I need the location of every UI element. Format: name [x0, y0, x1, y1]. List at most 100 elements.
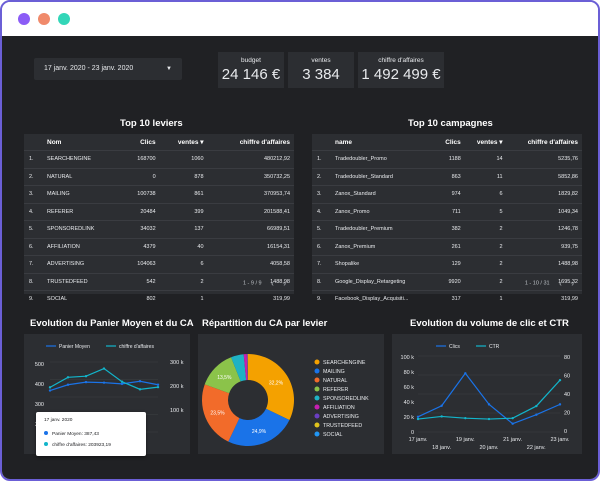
table-row[interactable]: 5. SPONSOREDLINK 34032 137 66989,51: [24, 220, 294, 238]
row-clics: 20484: [123, 202, 160, 221]
table-row[interactable]: 7. ADVERTISING 104063 6 4058,58: [24, 255, 294, 273]
table-row[interactable]: 1. SEARCHENGINE 168700 1060 480212,92: [24, 150, 294, 168]
table-header-ca[interactable]: chiffre d'affaires: [527, 138, 578, 146]
data-point: [84, 380, 88, 384]
table-row[interactable]: 7. Shopalike 129 2 1488,98: [312, 255, 582, 273]
tooltip-text-2: chiffre d'affaires: 203923,19: [52, 443, 111, 448]
table-row[interactable]: 9. Facebook_Display_Acquisiti... 317 1 319,9…: [312, 290, 582, 308]
table-row[interactable]: 3. MAILING 100738 861 370953,74: [24, 185, 294, 203]
row-index: 8.: [24, 272, 46, 291]
row-ventes: 2: [464, 255, 507, 273]
table-header-row: name Clics ventes ▾ chiffre d'affaires: [312, 134, 582, 151]
campaigns-table: name Clics ventes ▾ chiffre d'affaires 1…: [312, 134, 582, 308]
row-clics: 863: [436, 167, 465, 186]
row-name: AFFILIATION: [46, 237, 124, 256]
kpi-value: 24 146 €: [221, 66, 281, 83]
row-clics: 542: [123, 272, 160, 291]
kpi-ventes: ventes 3 384: [288, 52, 354, 88]
table-row[interactable]: 8. Google_Display_Retargeting 9920 2 1695,32: [312, 272, 582, 291]
y-tick-label: 500: [35, 362, 44, 368]
table-header-name[interactable]: name: [335, 138, 352, 146]
legend-swatch: [314, 368, 320, 374]
chevron-left-icon[interactable]: ‹: [559, 279, 562, 288]
series-line-chiffre-d-affaires: [49, 367, 159, 390]
table-row[interactable]: 4. Zanox_Promo 711 5 1049,34: [312, 202, 582, 221]
data-point: [156, 383, 160, 386]
window-maximize-dot[interactable]: [58, 13, 70, 25]
legend-label: SOCIAL: [323, 432, 342, 438]
row-ventes: 2: [464, 237, 507, 256]
table-header-ca[interactable]: chiffre d'affaires: [239, 138, 290, 146]
table-header-ventes[interactable]: ventes ▾: [177, 139, 204, 146]
row-ventes: 14: [464, 150, 507, 168]
window-titlebar: [2, 2, 598, 36]
row-ca: 1488,98: [506, 255, 582, 273]
tooltip-line-2: chiffre d'affaires: 203923,19: [44, 442, 111, 448]
tooltip-date: 17 janv. 2020: [44, 418, 73, 423]
table-row[interactable]: 8. TRUSTEDFEED 542 2 1488,98: [24, 272, 294, 291]
table-header-clics[interactable]: Clics: [140, 138, 156, 146]
row-ca: 939,75: [506, 237, 582, 256]
data-point: [48, 389, 52, 392]
row-ventes: 40: [159, 237, 208, 256]
window-minimize-dot[interactable]: [38, 13, 50, 25]
legend-swatch: [314, 404, 320, 410]
table-row[interactable]: 5. Tradedoubler_Premium 382 2 1246,78: [312, 220, 582, 238]
chevron-right-icon[interactable]: ›: [283, 279, 286, 288]
table-header-ventes[interactable]: ventes ▾: [476, 139, 503, 146]
chevron-right-icon[interactable]: ›: [571, 279, 574, 288]
data-point: [535, 404, 538, 408]
row-ca: 1695,32: [506, 272, 582, 291]
tooltip-line-1: Panier Moyen: 387,43: [44, 431, 99, 437]
legend-label: CTR: [489, 344, 500, 350]
row-name: ADVERTISING: [46, 255, 124, 273]
row-index: 1.: [312, 150, 334, 168]
data-point: [66, 383, 70, 386]
data-point: [48, 386, 52, 389]
legend-label: AFFILIATION: [323, 405, 355, 411]
y-tick-label: 40: [564, 392, 570, 398]
table-header-name[interactable]: Nom: [47, 138, 62, 146]
chevron-left-icon[interactable]: ‹: [271, 279, 274, 288]
data-point: [464, 372, 467, 375]
window-close-dot[interactable]: [18, 13, 30, 25]
row-index: 7.: [24, 255, 46, 273]
y-tick-label: 100 k: [401, 355, 415, 361]
table-row[interactable]: 2. NATURAL 0 878 350732,25: [24, 167, 294, 186]
y-tick-label: 20 k: [404, 415, 415, 421]
row-ventes: 5: [464, 202, 507, 221]
kpi-value: 1 492 499 €: [361, 66, 441, 83]
row-name: Tradedoubler_Standard: [334, 167, 437, 186]
row-clics: 802: [123, 290, 160, 308]
table-header-clics[interactable]: Clics: [445, 138, 461, 146]
row-ca: 5235,76: [506, 150, 582, 168]
date-range-select[interactable]: 17 janv. 2020 - 23 janv. 2020 ▼: [34, 58, 182, 80]
table-header-row: Nom Clics ventes ▾ chiffre d'affaires: [24, 134, 294, 151]
legend-label: SEARCHENGINE: [323, 360, 366, 366]
table-row[interactable]: 1. Tradedoubler_Promo 1188 14 5235,76: [312, 150, 582, 168]
row-clics: 100738: [123, 185, 160, 203]
pie-slice-searchengine: [248, 354, 294, 421]
x-tick-label: 17 janv.: [409, 437, 428, 443]
table-row[interactable]: 3. Zanox_Standard 974 6 1829,82: [312, 185, 582, 203]
pie-slice-label: 13,5%: [217, 375, 232, 381]
data-point: [558, 378, 562, 382]
row-index: 2.: [312, 167, 334, 186]
table-row[interactable]: 2. Tradedoubler_Standard 863 11 5852,86: [312, 167, 582, 186]
row-index: 8.: [312, 272, 334, 291]
row-ventes: 2: [159, 272, 208, 291]
row-name: Zanox_Standard: [334, 185, 437, 203]
data-point: [138, 388, 142, 391]
data-point: [464, 416, 467, 420]
row-ventes: 2: [464, 272, 507, 291]
data-point: [487, 417, 491, 421]
table-row[interactable]: 4. REFERER 20484 399 201588,41: [24, 202, 294, 221]
table-row[interactable]: 6. Zanox_Premium 261 2 939,75: [312, 237, 582, 256]
y-tick-label: 300: [35, 402, 44, 408]
y-tick-label: 20: [564, 411, 570, 417]
levers-table-title: Top 10 leviers: [120, 118, 183, 129]
table-row[interactable]: 9. SOCIAL 802 1 319,99: [24, 290, 294, 308]
table-row[interactable]: 6. AFFILIATION 4379 40 16154,31: [24, 237, 294, 256]
x-tick-label: 18 janv.: [432, 445, 451, 451]
chart-repartition-title: Répartition du CA par levier: [202, 318, 328, 329]
